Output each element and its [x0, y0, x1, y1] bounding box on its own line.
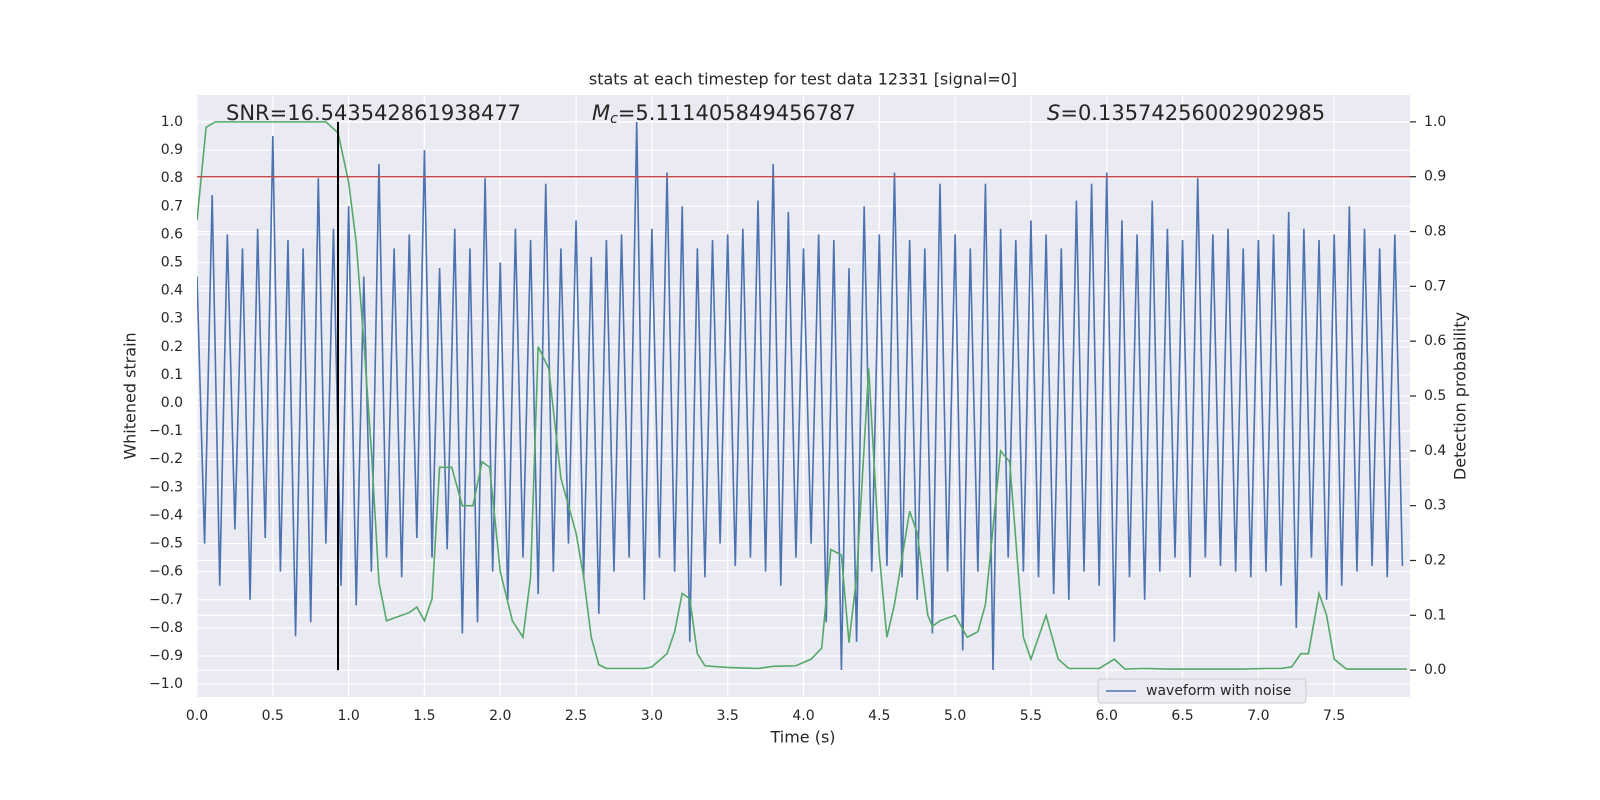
y-tick-label: 0.5	[161, 255, 183, 271]
x-tick-label: 6.0	[1096, 708, 1118, 724]
x-tick-label: 4.0	[792, 708, 814, 724]
y-tick-label: 0.3	[161, 311, 183, 327]
y-tick-label: 0.2	[161, 339, 183, 355]
y2-tick-label: 0.8	[1424, 224, 1446, 240]
y2-axis-label: Detection probability	[1451, 312, 1470, 480]
legend: waveform with noise	[1097, 678, 1307, 704]
y-tick-label: 0.9	[161, 142, 183, 158]
y-tick-label: −1.0	[149, 676, 183, 692]
y-tick-label: −0.7	[149, 592, 183, 608]
x-tick-label: 7.5	[1323, 708, 1345, 724]
x-tick-label: 0.0	[186, 708, 208, 724]
y-tick-label: 0.8	[161, 170, 183, 186]
mc-value: =5.111405849456787	[618, 101, 856, 125]
y-tick-label: −0.2	[149, 451, 183, 467]
x-tick-label: 5.5	[1020, 708, 1042, 724]
s-annotation: S=0.13574256002902985	[1047, 101, 1325, 125]
y-tick-label: 0.0	[161, 395, 183, 411]
x-tick-label: 1.0	[337, 708, 359, 724]
y-tick-label: −0.4	[149, 507, 183, 523]
y2-tick-label: 0.5	[1424, 388, 1446, 404]
x-tick-label: 3.0	[641, 708, 663, 724]
mc-subscript: c	[610, 111, 618, 127]
s-value: =0.13574256002902985	[1060, 101, 1325, 125]
x-tick-label: 1.5	[413, 708, 435, 724]
snr-annotation: SNR=16.543542861938477	[226, 101, 521, 125]
x-tick-label: 4.5	[868, 708, 890, 724]
x-tick-label: 7.0	[1247, 708, 1269, 724]
legend-box	[1097, 678, 1307, 704]
x-tick-label: 5.0	[944, 708, 966, 724]
series-line	[197, 121, 1404, 671]
y2-tick-label: 0.6	[1424, 333, 1446, 349]
s-symbol: S	[1047, 101, 1060, 125]
x-tick-label: 3.5	[717, 708, 739, 724]
y2-tick-label: 1.0	[1424, 114, 1446, 130]
y-tick-label: 0.4	[161, 283, 183, 299]
legend-label: waveform with noise	[1146, 683, 1291, 699]
series-line	[197, 121, 1407, 670]
y-tick-label: −0.6	[149, 564, 183, 580]
mc-annotation: Mc=5.111405849456787	[592, 101, 856, 127]
y2-tick-label: 0.1	[1424, 607, 1446, 623]
x-tick-label: 6.5	[1171, 708, 1193, 724]
x-tick-label: 2.0	[489, 708, 511, 724]
y-axis-label: Whitened strain	[121, 332, 140, 459]
y-tick-label: −0.9	[149, 648, 183, 664]
y-tick-label: −0.3	[149, 479, 183, 495]
x-tick-label: 2.5	[565, 708, 587, 724]
chart-title: stats at each timestep for test data 123…	[589, 70, 1017, 89]
y-tick-label: 0.1	[161, 367, 183, 383]
y-tick-label: −0.1	[149, 423, 183, 439]
y2-tick-label: 0.4	[1424, 443, 1446, 459]
y-tick-label: −0.5	[149, 536, 183, 552]
y-tick-label: 0.7	[161, 198, 183, 214]
x-axis-label: Time (s)	[769, 728, 835, 747]
y2-tick-label: 0.9	[1424, 169, 1446, 185]
y-tick-label: 1.0	[161, 114, 183, 130]
y-tick-label: 0.6	[161, 226, 183, 242]
y2-tick-label: 0.7	[1424, 278, 1446, 294]
y2-tick-label: 0.2	[1424, 552, 1446, 568]
x-tick-label: 0.5	[262, 708, 284, 724]
y-tick-label: −0.8	[149, 620, 183, 636]
y2-tick-label: 0.0	[1424, 662, 1446, 678]
y2-tick-label: 0.3	[1424, 498, 1446, 514]
mc-symbol: M	[592, 101, 610, 125]
